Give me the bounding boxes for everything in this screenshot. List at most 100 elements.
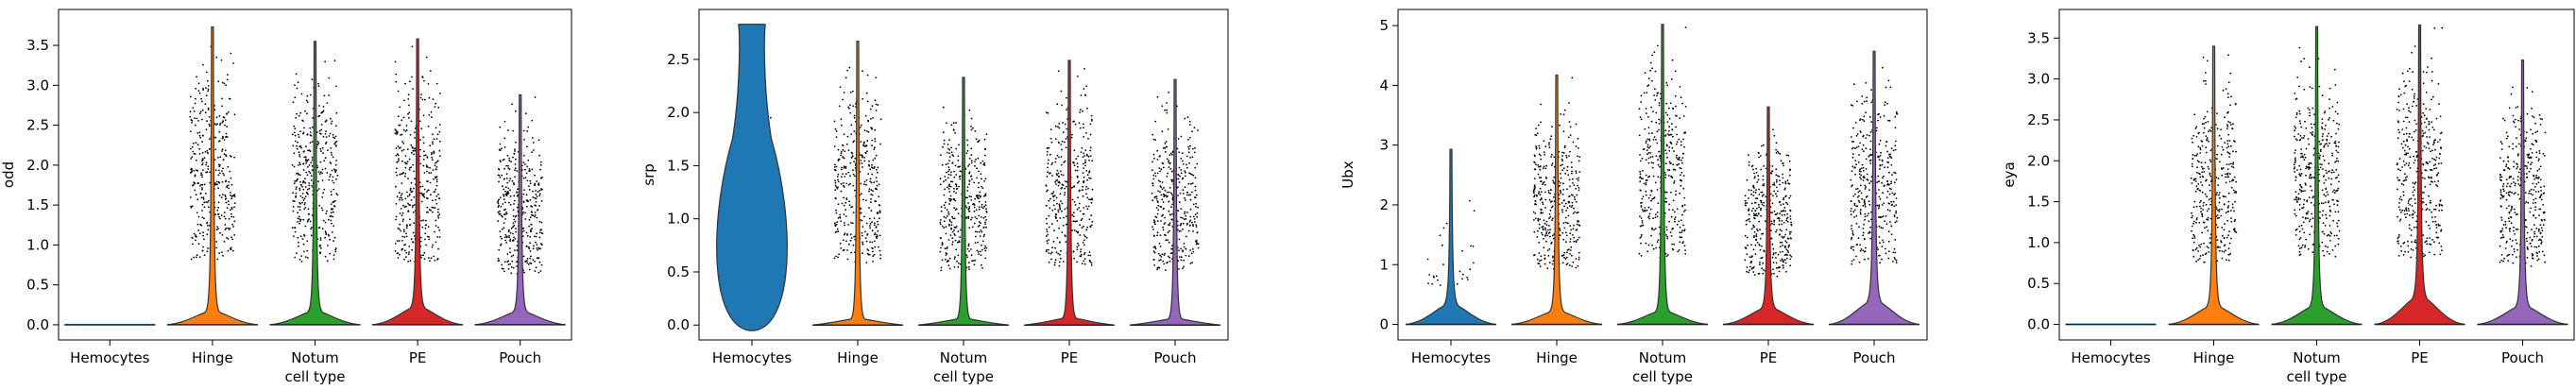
strip-point	[939, 183, 942, 186]
strip-point	[1078, 180, 1080, 183]
strip-point	[1186, 194, 1188, 196]
strip-point	[1878, 143, 1881, 145]
strip-point	[1578, 236, 1580, 239]
strip-point	[1551, 217, 1554, 220]
strip-point	[538, 231, 541, 234]
strip-point	[336, 174, 339, 177]
strip-point	[307, 208, 310, 211]
strip-point	[1850, 210, 1852, 212]
strip-point	[1048, 252, 1050, 254]
strip-point	[1895, 212, 1897, 214]
strip-point	[1682, 187, 1685, 190]
strip-point	[311, 126, 314, 128]
strip-point	[1646, 138, 1649, 141]
strip-point	[325, 136, 328, 138]
strip-point	[981, 230, 983, 233]
strip-point	[1745, 204, 1747, 207]
strip-point	[948, 191, 950, 193]
strip-point	[1573, 207, 1575, 210]
strip-point	[322, 192, 325, 195]
strip-point	[2223, 229, 2226, 231]
strip-point	[230, 197, 233, 200]
strip-point	[432, 244, 434, 246]
strip-point	[1563, 205, 1565, 208]
strip-point	[322, 219, 325, 222]
strip-point	[523, 189, 525, 192]
strip-point	[1065, 185, 1067, 188]
strip-point	[410, 238, 413, 241]
strip-point	[1750, 267, 1753, 270]
strip-point	[1182, 178, 1184, 180]
strip-point	[1577, 264, 1579, 267]
strip-point	[1538, 252, 1541, 254]
strip-point	[1050, 258, 1052, 261]
strip-point	[326, 210, 328, 212]
strip-point	[1682, 175, 1685, 178]
strip-point	[1852, 211, 1855, 213]
strip-point	[1058, 180, 1060, 183]
strip-point	[397, 90, 400, 93]
strip-point	[421, 185, 424, 188]
strip-point	[1156, 95, 1159, 98]
strip-point	[2215, 194, 2218, 196]
strip-point	[1162, 146, 1165, 149]
strip-point	[1060, 257, 1062, 260]
strip-point	[852, 141, 855, 144]
strip-point	[2193, 237, 2196, 239]
strip-point	[1548, 217, 1550, 220]
strip-point	[1073, 257, 1075, 260]
strip-point	[939, 221, 942, 224]
strip-point	[984, 223, 986, 226]
strip-point	[863, 183, 865, 186]
strip-point	[958, 262, 960, 264]
strip-point	[871, 164, 873, 166]
strip-point	[203, 238, 205, 241]
strip-point	[404, 130, 407, 132]
strip-point	[1777, 253, 1780, 256]
strip-point	[418, 120, 421, 123]
strip-point	[329, 238, 331, 241]
strip-point	[1055, 183, 1057, 186]
strip-point	[521, 212, 524, 215]
strip-point	[863, 129, 866, 132]
strip-point	[190, 168, 193, 171]
strip-point	[1786, 179, 1789, 181]
strip-point	[1091, 120, 1093, 122]
strip-point	[834, 231, 837, 233]
strip-point	[1442, 263, 1444, 265]
strip-point	[1750, 261, 1753, 263]
strip-point	[1468, 199, 1471, 202]
strip-point	[500, 244, 502, 246]
strip-point	[1180, 222, 1183, 225]
strip-point	[404, 155, 407, 158]
strip-point	[1163, 187, 1165, 189]
strip-point	[1054, 125, 1057, 127]
strip-point	[522, 154, 525, 157]
strip-point	[215, 246, 218, 249]
strip-point	[232, 226, 234, 228]
strip-point	[310, 228, 312, 230]
strip-point	[1782, 250, 1783, 253]
strip-point	[222, 172, 225, 175]
strip-point	[523, 271, 525, 274]
strip-point	[1561, 151, 1563, 154]
strip-point	[397, 257, 400, 259]
strip-point	[531, 137, 534, 139]
strip-point	[839, 213, 842, 216]
strip-point	[869, 225, 871, 227]
strip-point	[401, 141, 403, 143]
strip-point	[1781, 235, 1783, 238]
strip-point	[1181, 152, 1184, 155]
strip-point	[227, 110, 230, 113]
strip-point	[834, 184, 837, 187]
strip-point	[1647, 244, 1650, 246]
strip-point	[1548, 144, 1550, 146]
strip-point	[1882, 177, 1884, 179]
strip-point	[1544, 183, 1546, 186]
strip-point	[399, 253, 401, 256]
strip-point	[294, 134, 297, 137]
strip-point	[209, 171, 212, 174]
strip-point	[1652, 139, 1655, 141]
strip-point	[1561, 211, 1564, 213]
strip-point	[879, 234, 881, 237]
